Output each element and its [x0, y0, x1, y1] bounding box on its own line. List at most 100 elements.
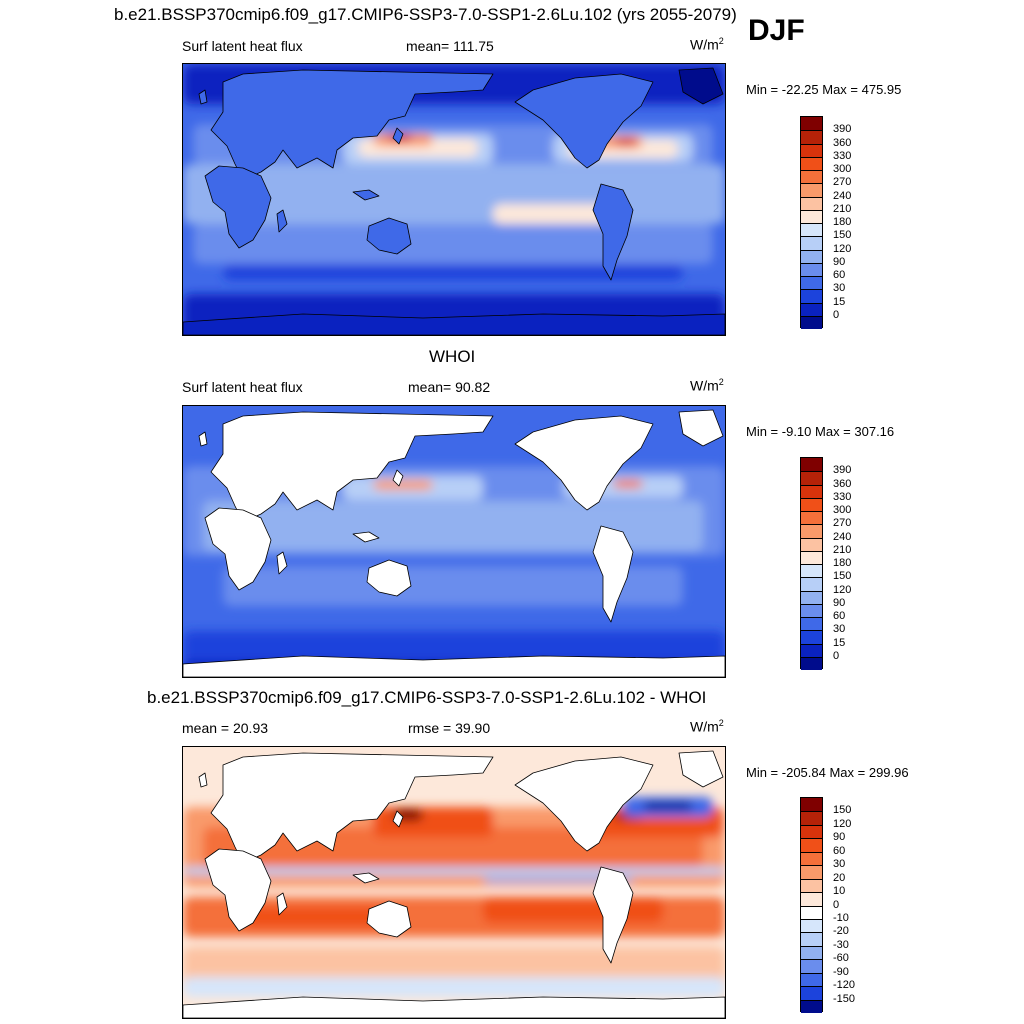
colorbar-swatch	[801, 824, 822, 839]
panel-obs-mean-label: mean= 90.82	[408, 379, 491, 395]
field-region	[493, 204, 613, 224]
panel-diff-minmax: Min = -205.84 Max = 299.96	[746, 765, 909, 780]
map-field	[183, 747, 725, 1018]
map-field	[183, 64, 725, 335]
colorbar-swatch	[801, 603, 822, 617]
colorbar-tick-label: 120	[833, 242, 852, 255]
colorbar-swatch	[801, 643, 822, 657]
colorbar-swatch	[801, 262, 822, 276]
colorbar-tick-label: 10	[833, 885, 846, 898]
colorbar-swatch	[801, 156, 822, 170]
field-region	[203, 501, 703, 551]
colorbar-tick-label: 30	[833, 282, 846, 295]
colorbar-swatch	[801, 564, 822, 578]
panel-obs-heading: WHOI	[429, 347, 476, 366]
colorbar-box	[800, 797, 823, 1013]
colorbar-tick-label: 330	[833, 149, 852, 162]
continent-namerica	[514, 415, 654, 511]
colorbar-swatch	[801, 656, 822, 670]
panel-model-variable-label: Surf latent heat flux	[182, 38, 303, 54]
colorbar-tick-label: 390	[833, 123, 852, 136]
colorbar-swatch	[801, 209, 822, 223]
colorbar-swatch	[801, 196, 822, 210]
colorbar-swatch	[801, 630, 822, 644]
colorbar-swatch	[801, 511, 822, 525]
continent-indonesia	[352, 531, 380, 543]
colorbar-swatch	[801, 170, 822, 184]
colorbar-swatch	[801, 315, 822, 329]
colorbar-swatch	[801, 905, 822, 919]
colorbar-swatch	[801, 851, 822, 866]
colorbar-tick-label: 60	[833, 610, 846, 622]
colorbar-swatch	[801, 471, 822, 485]
colorbar-tick-label: 150	[833, 804, 852, 817]
panel-diff-heading: b.e21.BSSP370cmip6.f09_g17.CMIP6-SSP3-7.…	[147, 688, 707, 707]
panel-obs-minmax: Min = -9.10 Max = 307.16	[746, 424, 895, 439]
colorbar-box	[800, 457, 823, 670]
continent-indonesia	[352, 189, 380, 201]
continent-japan	[392, 469, 404, 487]
colorbar-tick-label: 90	[833, 831, 846, 844]
field-region	[615, 138, 637, 146]
colorbar-box	[800, 116, 823, 329]
continent-japan	[392, 810, 404, 828]
colorbar-tick-label: -90	[833, 965, 849, 978]
colorbar-swatch	[801, 302, 822, 316]
colorbar-swatch	[801, 458, 822, 472]
field-region	[373, 807, 493, 837]
colorbar-swatch	[801, 183, 822, 197]
continent-madagascar	[276, 551, 288, 575]
panel-model-mean-label: mean= 111.75	[406, 38, 494, 54]
colorbar-tick-label: 60	[833, 844, 846, 857]
continent-madagascar	[276, 892, 288, 916]
panel-obs-map	[182, 405, 726, 678]
colorbar-swatch	[801, 918, 822, 933]
field-region	[183, 867, 725, 875]
field-region	[613, 480, 643, 488]
colorbar-tick-label: 60	[833, 269, 846, 281]
colorbar-tick-label: -20	[833, 925, 849, 938]
continent-samerica	[592, 183, 634, 281]
colorbar-tick-label: 210	[833, 543, 852, 556]
colorbar-swatch	[801, 524, 822, 538]
colorbar-tick-label: -30	[833, 938, 849, 951]
panel-model-map	[182, 63, 726, 336]
colorbar-swatch	[801, 972, 822, 987]
colorbar-swatch	[801, 838, 822, 852]
panel-diff-map	[182, 746, 726, 1019]
continent-antarctica	[183, 313, 725, 335]
continent-uk	[198, 431, 208, 447]
continent-uk	[198, 772, 208, 788]
colorbar-tick-label: -10	[833, 911, 849, 924]
field-region	[483, 897, 663, 923]
panel-obs-variable-label: Surf latent heat flux	[182, 379, 303, 395]
colorbar-swatch	[801, 289, 822, 303]
colorbar-swatch	[801, 959, 822, 973]
colorbar-tick-label: 270	[833, 176, 852, 189]
colorbar-swatch	[801, 577, 822, 591]
colorbar-tick-label: 240	[833, 189, 852, 202]
colorbar-tick-label: 120	[833, 583, 852, 596]
panel-diff-units: W/m2	[690, 718, 724, 735]
colorbar-tick-label: 210	[833, 202, 852, 215]
continent-antarctica	[183, 655, 725, 677]
continent-samerica	[592, 525, 634, 623]
field-region	[483, 877, 633, 883]
field-region	[193, 224, 713, 264]
field-region	[223, 566, 683, 606]
colorbar-tick-label: 15	[833, 295, 846, 308]
colorbar-tick-label: -120	[833, 979, 856, 992]
colorbar-tick-label: -150	[833, 992, 856, 1005]
colorbar-swatch	[801, 986, 822, 1000]
colorbar-tick-label: 180	[833, 216, 852, 228]
panel-diff-colorbar: 150 120 90 60 30 20 10 0 -10 -20 -30 -60 -90 -120 -150	[800, 797, 880, 1013]
colorbar-swatch	[801, 590, 822, 604]
colorbar-swatch	[801, 617, 822, 631]
colorbar-swatch	[801, 811, 822, 825]
colorbar-tick-label: 90	[833, 596, 846, 609]
continent-eurasia	[210, 752, 494, 864]
map-field	[183, 406, 725, 677]
colorbar-swatch	[801, 223, 822, 237]
field-region	[373, 480, 433, 490]
continent-indonesia	[352, 872, 380, 884]
